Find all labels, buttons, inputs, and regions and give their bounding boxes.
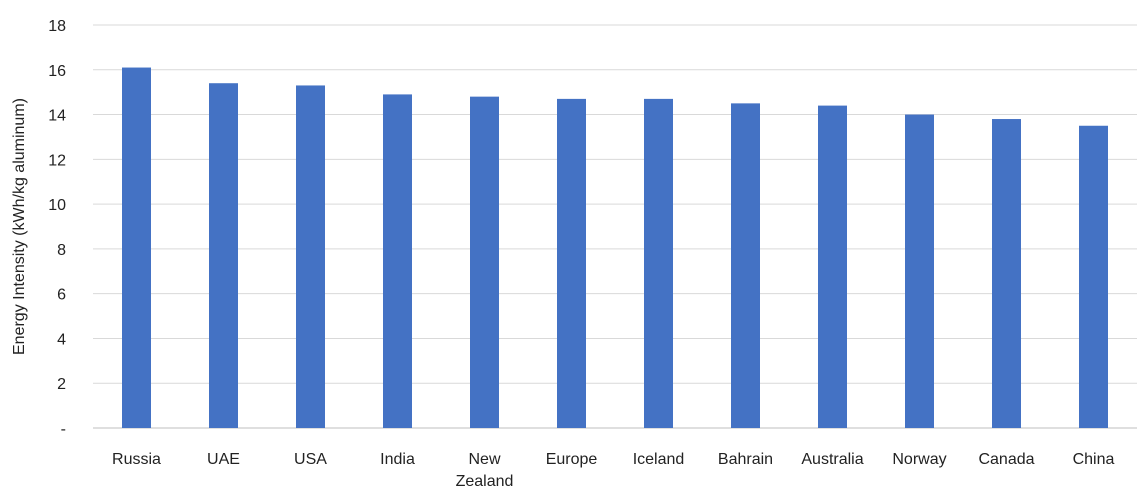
x-category-label: China bbox=[1073, 451, 1115, 468]
x-category-label: Bahrain bbox=[718, 451, 773, 468]
bar-india bbox=[383, 94, 412, 429]
bar-iceland bbox=[644, 98, 673, 428]
x-category-label: India bbox=[380, 451, 415, 468]
x-category-label: Australia bbox=[801, 451, 863, 468]
y-tick-label: 8 bbox=[57, 242, 66, 259]
bar-russia bbox=[122, 67, 151, 429]
y-tick-label: 16 bbox=[48, 63, 66, 80]
x-category-label: Europe bbox=[546, 451, 598, 468]
y-axis-ticks: - 2 4 6 8 10 12 14 16 18 bbox=[48, 18, 66, 438]
bars bbox=[122, 67, 1108, 429]
bar-europe bbox=[557, 98, 586, 428]
bar-canada bbox=[992, 119, 1021, 429]
y-tick-label: - bbox=[61, 421, 66, 438]
bar-new-zealand bbox=[470, 96, 499, 429]
y-axis-label: Energy Intensity (kWh/kg aluminum) bbox=[11, 98, 28, 355]
y-tick-label: 14 bbox=[48, 108, 66, 125]
y-tick-label: 4 bbox=[57, 331, 66, 348]
bar-uae bbox=[209, 83, 238, 428]
x-category-label: Russia bbox=[112, 451, 161, 468]
x-category-label: New Zealand bbox=[456, 451, 514, 490]
bar-norway bbox=[905, 114, 934, 429]
bar-australia bbox=[818, 105, 847, 428]
bar-usa bbox=[296, 85, 325, 428]
gridlines bbox=[93, 24, 1137, 429]
x-axis-categories: Russia UAE USA India New Zealand Europe Iceland… bbox=[112, 451, 1114, 490]
x-category-label: USA bbox=[294, 451, 327, 468]
bar-china bbox=[1079, 125, 1108, 428]
bar-bahrain bbox=[731, 103, 760, 428]
x-category-label: Iceland bbox=[633, 451, 685, 468]
y-tick-label: 18 bbox=[48, 18, 66, 35]
y-tick-label: 6 bbox=[57, 287, 66, 304]
x-category-label: Canada bbox=[978, 451, 1034, 468]
y-tick-label: 12 bbox=[48, 152, 66, 169]
x-category-label: Norway bbox=[892, 451, 946, 468]
x-category-label: UAE bbox=[207, 451, 240, 468]
y-tick-label: 2 bbox=[57, 376, 66, 393]
y-tick-label: 10 bbox=[48, 197, 66, 214]
